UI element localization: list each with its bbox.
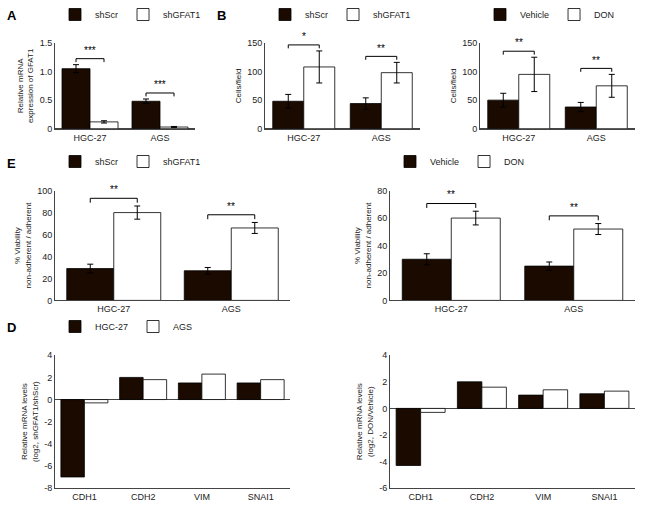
svg-text:***: *** [154,79,166,90]
svg-text:VIM: VIM [535,492,551,502]
svg-text:-6: -6 [379,483,387,493]
svg-text:AGS: AGS [587,133,606,143]
svg-text:100: 100 [462,67,477,77]
svg-text:**: ** [515,37,523,48]
svg-text:% Viabilitynon-adherent / adhe: % Viabilitynon-adherent / adherent [13,202,32,289]
svg-text:SNAI1: SNAI1 [591,492,617,502]
svg-text:2: 2 [47,373,52,383]
svg-text:**: ** [592,55,600,66]
svg-text:AGS: AGS [372,133,391,143]
svg-text:0: 0 [47,395,52,405]
svg-text:**: ** [110,184,118,195]
svg-text:Relative mRNA levels(log2, DON: Relative mRNA levels(log2, DON/Vehicle) [355,383,374,460]
svg-text:HGC-27: HGC-27 [95,322,128,332]
svg-text:-8: -8 [44,483,52,493]
svg-text:HGC-27: HGC-27 [97,304,130,314]
svg-text:CDH2: CDH2 [131,492,156,502]
svg-text:100: 100 [247,67,262,77]
svg-text:B: B [217,8,226,23]
svg-text:AGS: AGS [222,304,241,314]
svg-text:100: 100 [37,186,52,196]
svg-text:40: 40 [377,241,387,251]
svg-text:60: 60 [42,230,52,240]
svg-text:0.5: 0.5 [40,95,53,105]
svg-text:shScr: shScr [95,10,118,20]
svg-text:% Viabilitynon-adherent / adhe: % Viabilitynon-adherent / adherent [353,202,372,289]
svg-text:0: 0 [382,404,387,414]
svg-text:4: 4 [47,350,52,360]
svg-text:SNAI1: SNAI1 [248,492,274,502]
svg-text:**: ** [570,202,578,213]
svg-text:50: 50 [252,95,262,105]
svg-text:AGS: AGS [564,304,583,314]
svg-text:0: 0 [472,124,477,134]
svg-text:E: E [7,156,16,171]
svg-text:-2: -2 [44,417,52,427]
svg-text:DON: DON [594,10,614,20]
svg-text:150: 150 [247,38,262,48]
svg-text:shGFAT1: shGFAT1 [163,10,200,20]
svg-text:50: 50 [467,95,477,105]
svg-text:20: 20 [377,268,387,278]
svg-text:0: 0 [382,296,387,306]
svg-text:CDH1: CDH1 [72,492,97,502]
svg-text:1.0: 1.0 [40,67,53,77]
svg-text:0: 0 [257,124,262,134]
svg-text:HGC-27: HGC-27 [502,133,535,143]
svg-text:-2: -2 [379,430,387,440]
svg-text:VIM: VIM [194,492,210,502]
svg-text:***: *** [84,45,96,56]
svg-text:Vehicle: Vehicle [520,10,549,20]
svg-text:2: 2 [382,377,387,387]
svg-text:150: 150 [462,38,477,48]
svg-text:CDH1: CDH1 [408,492,433,502]
svg-text:A: A [7,8,17,23]
svg-text:-6: -6 [44,461,52,471]
svg-text:4: 4 [382,350,387,360]
svg-text:0: 0 [47,296,52,306]
svg-text:-4: -4 [44,439,52,449]
svg-text:Vehicle: Vehicle [430,157,459,167]
svg-text:**: ** [227,201,235,212]
svg-text:Relative mRNA levels(log2, shG: Relative mRNA levels(log2, shGFAT1/shScr… [20,381,39,462]
svg-text:-4: -4 [379,457,387,467]
svg-text:80: 80 [42,208,52,218]
svg-text:40: 40 [42,252,52,262]
svg-text:80: 80 [377,186,387,196]
svg-text:Cells/field: Cells/field [234,68,243,103]
svg-text:20: 20 [42,274,52,284]
svg-text:shScr: shScr [305,10,328,20]
svg-text:AGS: AGS [150,133,169,143]
svg-text:**: ** [447,189,455,200]
svg-text:HGC-27: HGC-27 [287,133,320,143]
svg-text:D: D [7,320,16,335]
svg-text:CDH2: CDH2 [470,492,495,502]
svg-text:1.5: 1.5 [40,38,53,48]
svg-text:shGFAT1: shGFAT1 [373,10,410,20]
svg-text:AGS: AGS [173,322,192,332]
svg-text:Cells/field: Cells/field [449,68,458,103]
svg-text:0: 0 [47,124,52,134]
svg-text:60: 60 [377,213,387,223]
svg-text:shScr: shScr [95,157,118,167]
svg-text:**: ** [377,43,385,54]
svg-text:*: * [302,31,306,42]
svg-text:shGFAT1: shGFAT1 [163,157,200,167]
svg-text:HGC-27: HGC-27 [435,304,468,314]
svg-text:DON: DON [504,157,524,167]
svg-text:HGC-27: HGC-27 [73,133,106,143]
svg-text:Relative mRNAexpression of GFA: Relative mRNAexpression of GFAT1 [16,48,35,123]
